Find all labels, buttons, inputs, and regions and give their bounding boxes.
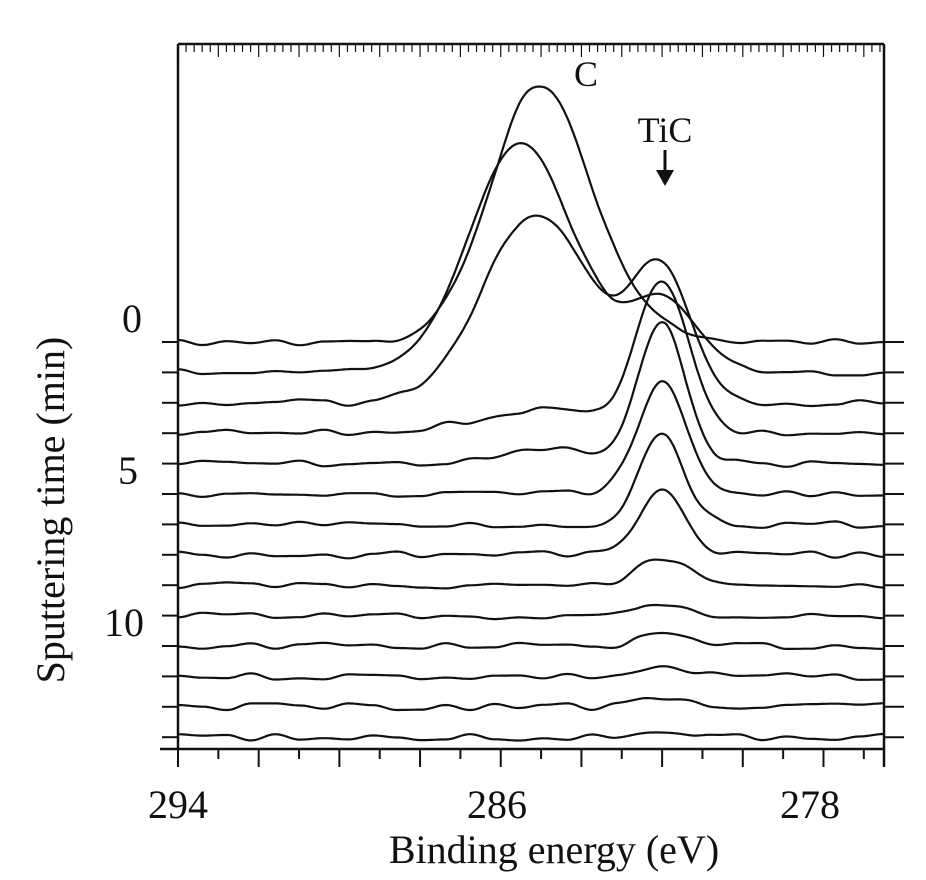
y-tick-label-5: 5	[118, 448, 138, 493]
x-tick-label-286: 286	[467, 782, 527, 827]
spectrum-line-8	[178, 558, 885, 590]
spectrum-line-9	[177, 603, 885, 621]
y-tick-label-10: 10	[104, 600, 144, 645]
top-axis-ticks	[177, 44, 881, 57]
spectra-traces	[177, 85, 885, 742]
spectrum-line-3	[177, 280, 884, 437]
spectrum-line-12	[177, 697, 884, 712]
tic-peak-label: TiC	[638, 110, 693, 150]
spectrum-line-6	[177, 432, 884, 529]
spectrum-line-10	[177, 631, 884, 650]
spectrum-line-2	[178, 214, 884, 408]
c-peak-label: C	[574, 54, 598, 94]
spectrum-line-4	[178, 321, 884, 468]
x-tick-label-294: 294	[148, 782, 208, 827]
y-tick-label-0: 0	[122, 296, 142, 341]
spectrum-line-13	[178, 731, 884, 742]
spectrum-line-11	[178, 665, 884, 681]
spectrum-line-5	[178, 380, 884, 498]
x-tick-label-278: 278	[780, 782, 840, 827]
spectrum-line-0	[177, 85, 885, 347]
spectrum-line-7	[178, 488, 885, 560]
bottom-axis-ticks	[177, 749, 865, 767]
x-axis-title: Binding energy (eV)	[389, 827, 719, 872]
spectrum-line-1	[178, 142, 885, 377]
left-axis-ticks	[162, 341, 178, 739]
tic-arrow-icon	[656, 150, 674, 186]
y-axis-title: Sputtering time (min)	[28, 337, 73, 684]
right-axis-ticks	[884, 341, 904, 739]
